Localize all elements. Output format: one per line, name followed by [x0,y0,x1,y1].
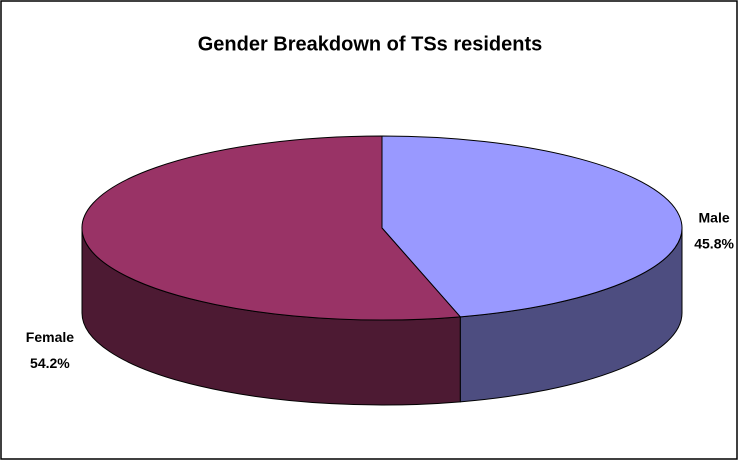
slice-label: Female [26,329,74,345]
slice-value-label: 45.8% [694,236,734,252]
slice-label: Male [699,210,730,226]
chart-title: Gender Breakdown of TSs residents [198,33,543,55]
pie-slice [381,135,683,318]
slice-value-label: 54.2% [30,355,70,371]
pie-slice [81,135,462,321]
